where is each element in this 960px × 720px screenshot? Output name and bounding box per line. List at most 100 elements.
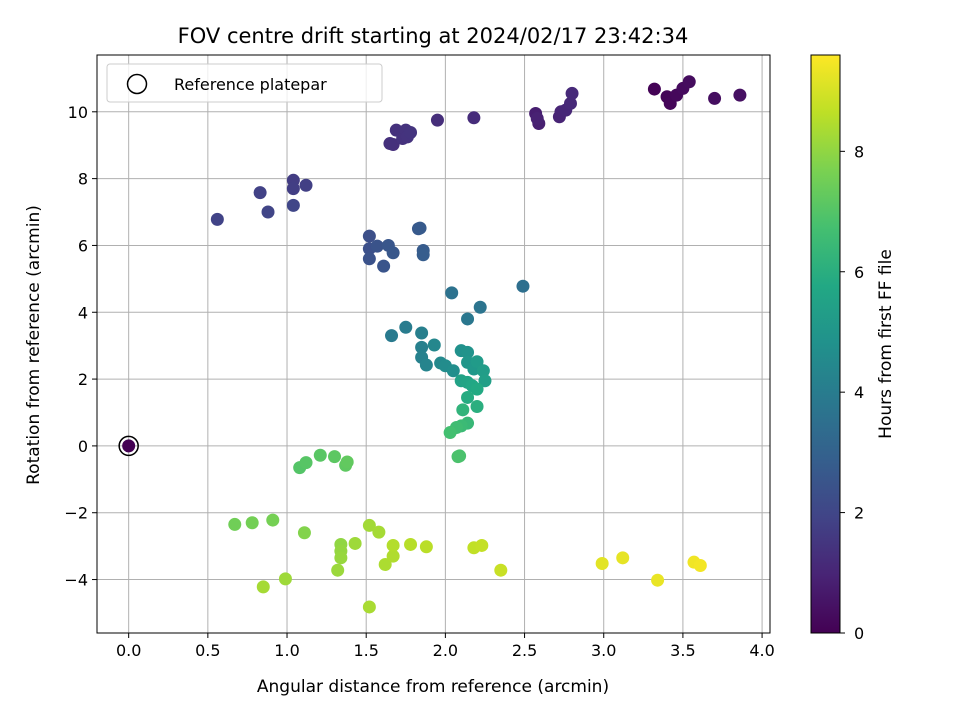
x-tick-label: 0.0 xyxy=(116,641,141,660)
data-point xyxy=(299,178,313,192)
data-point xyxy=(470,382,484,396)
x-tick-label: 3.5 xyxy=(670,641,695,660)
data-point xyxy=(461,345,475,359)
x-tick-label: 3.0 xyxy=(591,641,616,660)
data-point xyxy=(419,358,433,372)
data-point xyxy=(451,450,465,464)
y-tick-label: −4 xyxy=(64,571,88,590)
data-point xyxy=(386,538,400,552)
data-point xyxy=(297,526,311,540)
reference-point-ring xyxy=(118,435,139,457)
data-point xyxy=(377,259,391,273)
data-point xyxy=(470,399,484,413)
data-point xyxy=(416,248,430,262)
data-point xyxy=(331,563,345,577)
x-tick-label: 1.5 xyxy=(353,641,378,660)
colorbar-tick-label: 0 xyxy=(854,624,864,643)
data-point xyxy=(399,320,413,334)
y-tick-label: 4 xyxy=(78,303,88,322)
data-point xyxy=(348,536,362,550)
data-point xyxy=(475,538,489,552)
data-point xyxy=(467,111,481,125)
data-point xyxy=(362,600,376,614)
data-point xyxy=(565,86,579,100)
x-axis-ticks: 0.0 0.5 1.0 1.5 2.0 2.5 3.0 3.5 4.0 xyxy=(116,633,775,660)
x-tick-label: 2.0 xyxy=(433,641,458,660)
data-point xyxy=(530,111,544,125)
data-point xyxy=(404,537,418,551)
data-point xyxy=(245,516,259,530)
y-axis-ticks: −4 −2 0 2 4 6 8 10 xyxy=(64,103,97,590)
data-point xyxy=(708,91,722,105)
data-point xyxy=(595,557,609,571)
data-point xyxy=(733,88,747,102)
y-tick-label: 2 xyxy=(78,370,88,389)
reference-point-fill xyxy=(122,439,136,453)
colorbar-tick-label: 2 xyxy=(854,504,864,523)
data-point xyxy=(446,364,460,378)
data-point xyxy=(427,338,441,352)
x-tick-label: 2.5 xyxy=(512,641,537,660)
colorbar: 0 2 4 6 8 Hours from first FF file xyxy=(810,54,896,643)
x-tick-label: 0.5 xyxy=(195,641,220,660)
data-point xyxy=(494,563,508,577)
data-point xyxy=(473,300,487,314)
data-point xyxy=(682,75,696,89)
y-tick-label: 8 xyxy=(78,170,88,189)
data-point xyxy=(616,551,630,565)
y-tick-label: 10 xyxy=(68,103,88,122)
y-tick-label: −2 xyxy=(64,504,88,523)
data-point xyxy=(445,286,459,300)
data-point xyxy=(430,113,444,127)
y-axis-label: Rotation from reference (arcmin) xyxy=(24,205,44,485)
plot-frame xyxy=(96,54,771,634)
data-point xyxy=(470,355,484,369)
data-point xyxy=(286,182,300,196)
data-point xyxy=(362,229,376,243)
data-point xyxy=(476,364,490,378)
colorbar-gradient xyxy=(810,54,841,634)
data-point xyxy=(210,212,224,226)
data-point xyxy=(299,456,313,470)
data-point xyxy=(278,572,292,586)
data-point xyxy=(256,580,270,594)
reference-point xyxy=(118,435,139,457)
legend-marker xyxy=(126,73,148,95)
data-point xyxy=(266,513,280,527)
data-point xyxy=(563,96,577,110)
data-point xyxy=(415,340,429,354)
data-point xyxy=(415,326,429,340)
x-tick-label: 4.0 xyxy=(749,641,774,660)
data-point xyxy=(340,455,354,469)
data-point xyxy=(378,558,392,572)
data-point xyxy=(334,551,348,565)
data-point xyxy=(385,329,399,343)
data-point xyxy=(313,448,327,462)
data-point xyxy=(253,186,267,200)
chart-title: FOV centre drift starting at 2024/02/17 … xyxy=(178,24,689,48)
data-point xyxy=(286,198,300,212)
data-point xyxy=(372,525,386,539)
data-point xyxy=(516,279,530,293)
data-point xyxy=(443,426,457,440)
data-point xyxy=(370,239,384,253)
data-point xyxy=(261,205,275,219)
colorbar-tick-label: 6 xyxy=(854,263,864,282)
data-point xyxy=(404,126,418,140)
colorbar-label: Hours from first FF file xyxy=(876,249,896,439)
y-tick-label: 6 xyxy=(78,236,88,255)
data-point xyxy=(478,374,492,388)
y-tick-label: 0 xyxy=(78,437,88,456)
data-point xyxy=(228,517,242,531)
data-point xyxy=(383,137,397,151)
legend-label: Reference platepar xyxy=(174,75,327,94)
x-tick-label: 1.0 xyxy=(274,641,299,660)
data-point xyxy=(647,82,661,96)
x-axis-label: Angular distance from reference (arcmin) xyxy=(257,677,609,697)
legend-box xyxy=(106,63,383,103)
data-point xyxy=(693,559,707,573)
data-point xyxy=(456,403,470,417)
colorbar-tick-label: 8 xyxy=(854,142,864,161)
data-point xyxy=(386,549,400,563)
